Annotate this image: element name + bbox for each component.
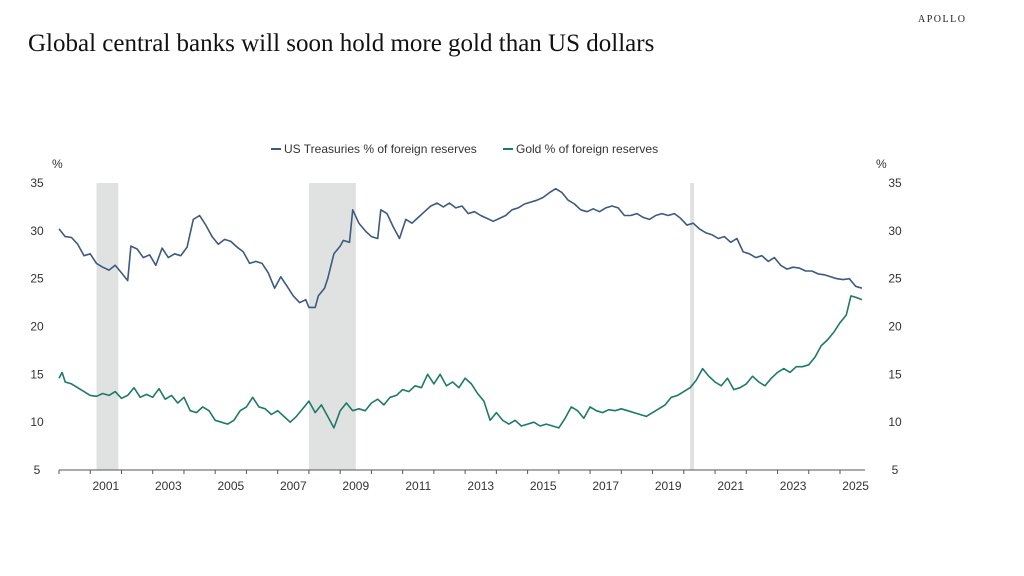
x-tick-label-2013: 2013 [467, 479, 494, 493]
recession-bands [96, 183, 695, 470]
y-axis-unit-left: % [52, 157, 63, 171]
page-title: Global central banks will soon hold more… [28, 30, 655, 57]
x-tick-label-2009: 2009 [342, 479, 369, 493]
y-tick-label-left-15: 15 [30, 367, 44, 381]
y-axis-unit-right: % [876, 157, 887, 171]
y-tick-label-left-5: 5 [34, 463, 41, 477]
legend: US Treasuries % of foreign reserves Gold… [271, 142, 658, 156]
y-tick-label-left-10: 10 [30, 415, 44, 429]
x-tick-label-2015: 2015 [530, 479, 557, 493]
series-line-gold [58, 295, 863, 429]
series-lines [58, 187, 863, 429]
legend-label-gold: Gold % of foreign reserves [516, 142, 658, 156]
recession-band-2 [690, 183, 695, 470]
y-tick-label-left-35: 35 [30, 176, 44, 190]
y-tick-label-right-30: 30 [888, 224, 902, 238]
y-tick-label-right-5: 5 [892, 463, 899, 477]
y-tick-label-left-20: 20 [30, 320, 44, 334]
x-tick-label-2025: 2025 [842, 479, 869, 493]
legend-label-treasuries: US Treasuries % of foreign reserves [284, 142, 477, 156]
y-tick-label-left-25: 25 [30, 272, 44, 286]
y-tick-label-right-35: 35 [888, 176, 902, 190]
x-tick-label-2021: 2021 [717, 479, 744, 493]
y-tick-label-right-10: 10 [888, 415, 902, 429]
y-tick-label-right-20: 20 [888, 320, 902, 334]
x-tick-label-2005: 2005 [217, 479, 244, 493]
recession-band-0 [96, 183, 119, 470]
x-tick-label-2011: 2011 [405, 479, 431, 493]
recession-band-1 [308, 183, 356, 470]
x-tick-label-2001: 2001 [93, 479, 120, 493]
y-tick-label-right-15: 15 [888, 367, 902, 381]
x-tick-label-2003: 2003 [155, 479, 182, 493]
y-tick-label-right-25: 25 [888, 272, 902, 286]
x-axis: 2001 2003 2005 2007 2009 2011 2013 2015 2017 2019… [58, 469, 869, 493]
x-tick-label-2019: 2019 [655, 479, 682, 493]
brand-logo: APOLLO [918, 14, 967, 25]
y-axis-ticks: 5 5 10 10 15 15 20 20 25 25 30 30 35 35 [30, 176, 902, 477]
x-tick-label-2017: 2017 [592, 479, 619, 493]
x-tick-label-2007: 2007 [280, 479, 307, 493]
series-line-treasuries [58, 187, 863, 309]
x-tick-label-2023: 2023 [780, 479, 807, 493]
y-tick-label-left-30: 30 [30, 224, 44, 238]
